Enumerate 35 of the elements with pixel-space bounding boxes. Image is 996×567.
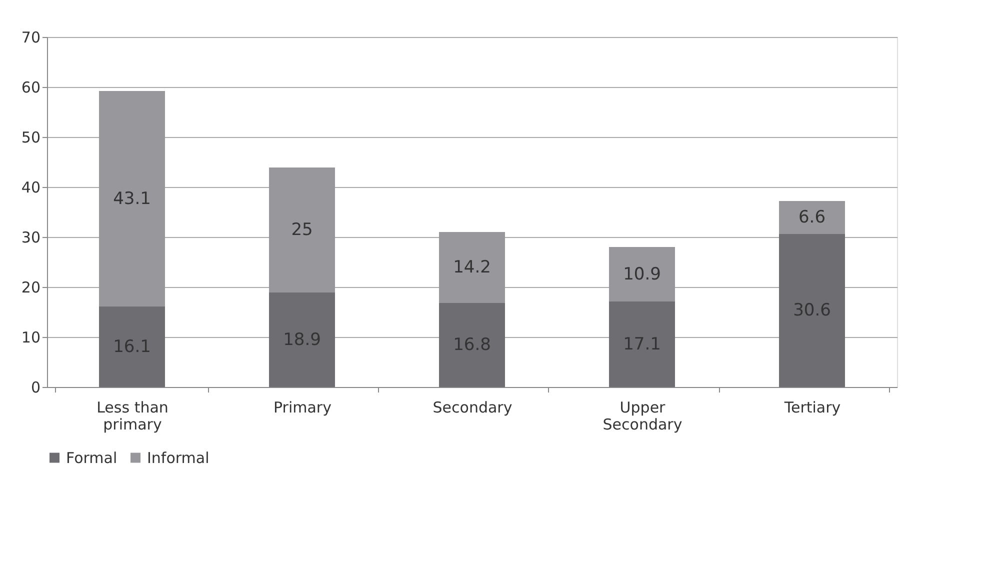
y-tick-label: 70	[21, 28, 40, 46]
data-label: 18.9	[283, 330, 321, 350]
data-label: 43.1	[113, 188, 151, 209]
data-label: 16.1	[113, 336, 151, 357]
x-tick-label: Upper Secondary	[602, 398, 682, 434]
data-label: 30.6	[793, 300, 831, 320]
x-tick-label: Secondary	[432, 398, 512, 416]
data-label: 14.2	[453, 258, 491, 278]
data-label: 6.6	[798, 208, 826, 228]
x-tick-label: Primary	[274, 398, 332, 416]
bar	[269, 292, 335, 387]
bar	[439, 232, 505, 303]
bar	[99, 306, 165, 387]
data-label: 25	[291, 220, 313, 240]
data-label: 17.1	[623, 334, 661, 354]
y-tick-label: 50	[21, 128, 40, 146]
y-tick-label: 40	[21, 178, 40, 196]
bar	[609, 302, 675, 387]
bar	[609, 247, 675, 302]
bar	[269, 168, 335, 292]
y-tick-label: 10	[21, 328, 40, 346]
y-tick-label: 30	[21, 228, 40, 246]
data-label: 16.8	[453, 335, 491, 355]
x-tick-label: Less than primary	[96, 398, 168, 434]
bar	[779, 234, 845, 387]
data-label: 10.9	[623, 264, 661, 284]
legend-label: Informal	[147, 448, 210, 467]
bar	[99, 91, 165, 306]
legend-label: Formal	[66, 448, 118, 467]
bar	[779, 201, 845, 234]
bar	[439, 303, 505, 387]
y-tick-label: 20	[21, 278, 40, 296]
x-tick-label: Tertiary	[783, 398, 841, 416]
y-tick-label: 60	[21, 78, 40, 96]
y-tick-label: 0	[30, 378, 40, 396]
